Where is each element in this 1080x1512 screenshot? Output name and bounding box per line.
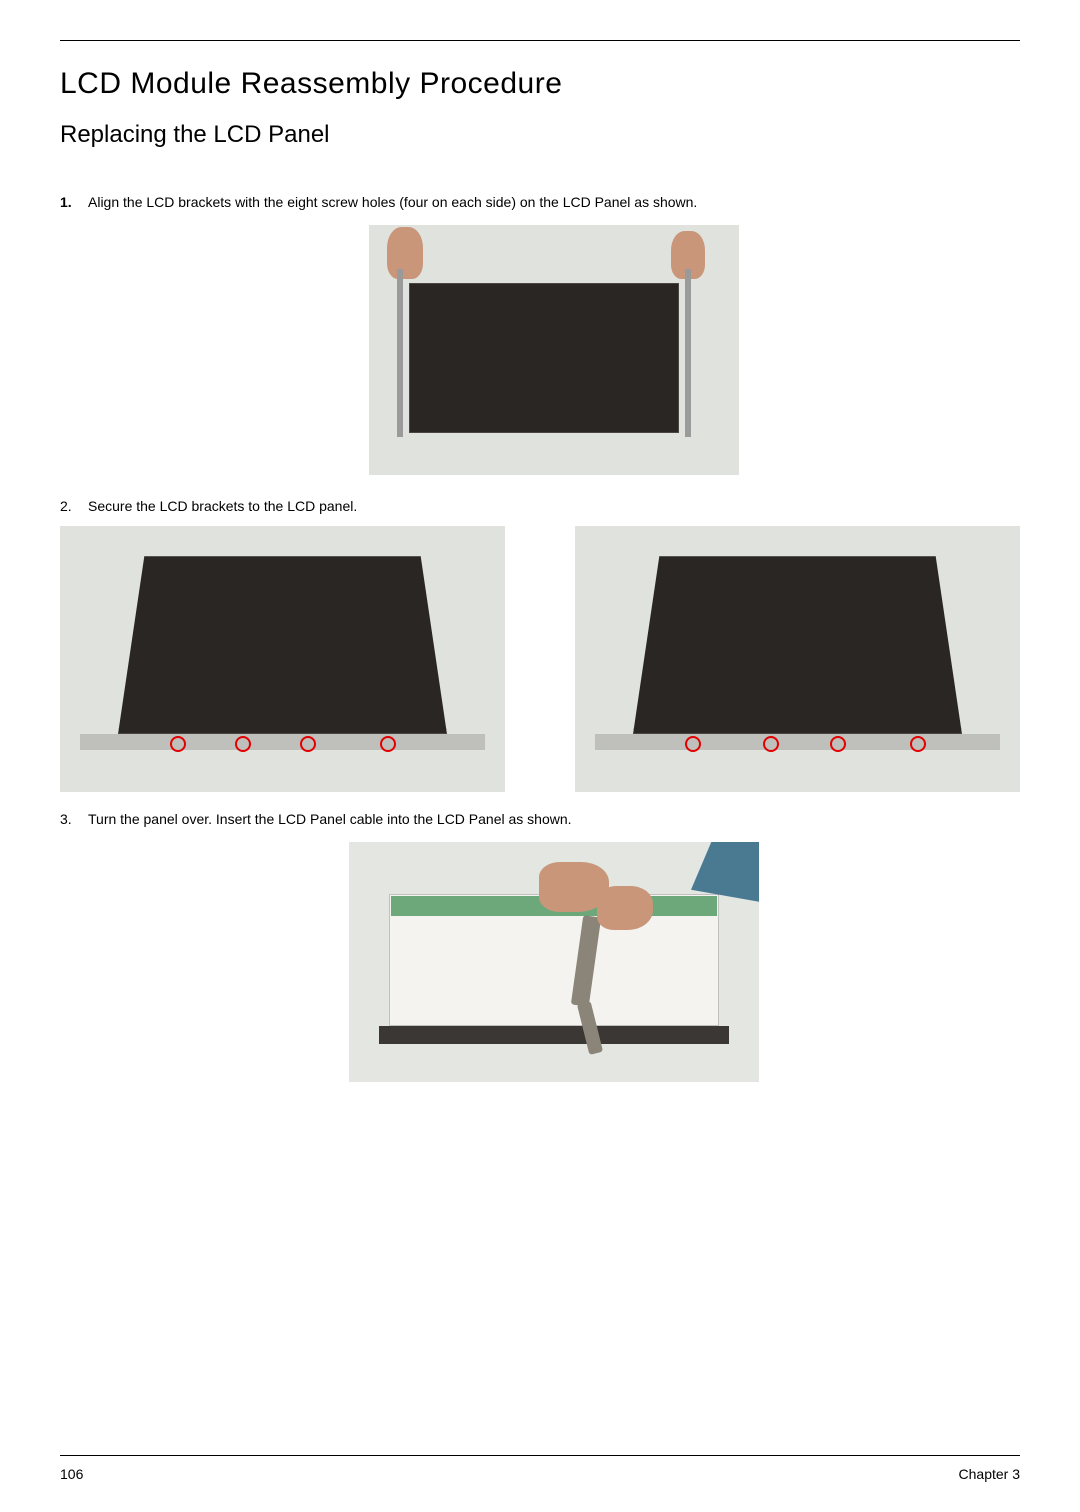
bracket-strip-left [80,734,485,750]
step-1: Align the LCD brackets with the eight sc… [60,193,1020,475]
procedure-list: Align the LCD brackets with the eight sc… [60,193,1020,1104]
step-2-text: Secure the LCD brackets to the LCD panel… [88,498,357,514]
figure-2-right [575,526,1020,792]
bracket-strip-right [595,734,1000,750]
sleeve [691,842,759,902]
footer-spacer [60,1104,1020,1455]
page-heading-1: LCD Module Reassembly Procedure [60,67,1020,101]
chapter-label: Chapter 3 [959,1466,1020,1482]
bottom-frame [379,1026,729,1044]
figure-1 [369,225,739,475]
lcd-panel-right [633,556,962,734]
figure-3 [349,842,759,1082]
top-horizontal-rule [60,40,1020,41]
step-3-text: Turn the panel over. Insert the LCD Pane… [88,811,572,827]
hand-left [387,227,423,279]
bracket-left [397,269,403,437]
lcd-panel-left [118,556,447,734]
step-2: Secure the LCD brackets to the LCD panel… [60,497,1020,793]
bracket-right [685,269,691,437]
figure-2-left [60,526,505,792]
lcd-panel-dark [409,283,679,433]
figure-1-container [88,225,1020,475]
step-1-text: Align the LCD brackets with the eight sc… [88,194,697,210]
step-3: Turn the panel over. Insert the LCD Pane… [60,810,1020,1082]
bottom-horizontal-rule [60,1455,1020,1456]
figure-2-container [60,526,1020,792]
page-number: 106 [60,1466,83,1482]
figure-3-container [88,842,1020,1082]
page-heading-2: Replacing the LCD Panel [60,121,1020,149]
hand-insert-2 [597,886,653,930]
page-footer: 106 Chapter 3 [60,1466,1020,1482]
